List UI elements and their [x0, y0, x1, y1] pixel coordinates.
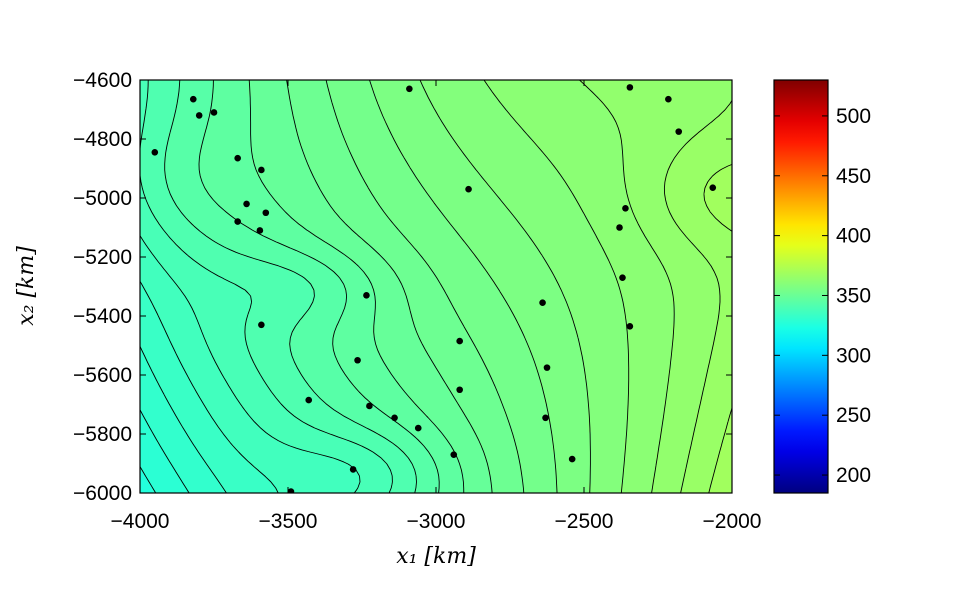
- y-tick-label: −5400: [73, 305, 132, 328]
- y-tick-label: −5600: [73, 364, 132, 387]
- data-point: [709, 184, 717, 191]
- x-tick-label: −2500: [555, 510, 614, 533]
- data-point: [543, 364, 551, 371]
- data-point: [456, 337, 463, 345]
- y-axis: −4600 −4800 −5000 −5200 −5400 −5600 −5800 −6000: [73, 69, 732, 505]
- data-point: [465, 185, 472, 193]
- colorbar-tick-label: 200: [836, 464, 871, 487]
- data-point: [626, 84, 634, 91]
- y-tick-label: −4600: [73, 69, 132, 92]
- data-point: [665, 95, 672, 103]
- data-point: [262, 209, 270, 217]
- colorbar-tick-label: 350: [836, 284, 871, 307]
- y-tick-label: −5200: [73, 246, 132, 269]
- data-point: [568, 455, 576, 463]
- y-tick-label: −6000: [73, 482, 132, 505]
- x-axis: −4000 −3500 −3000 −2500 −2000: [111, 80, 762, 533]
- colorbar-tick-label: 300: [836, 344, 871, 367]
- data-point: [450, 451, 458, 458]
- data-point: [287, 488, 295, 493]
- data-point: [366, 402, 373, 410]
- data-point: [189, 95, 197, 103]
- colorbar-tick-label: 250: [836, 404, 871, 427]
- data-point: [349, 466, 357, 473]
- colorbar: [773, 79, 829, 494]
- x-axis-label: x₁ [km]: [396, 544, 476, 569]
- data-point: [626, 323, 634, 330]
- station-points: [151, 84, 717, 493]
- y-tick-label: −4800: [73, 128, 132, 151]
- data-point: [354, 356, 361, 364]
- data-point: [258, 166, 265, 174]
- x-tick-label: −2000: [703, 510, 762, 533]
- data-point: [256, 227, 264, 234]
- data-point: [243, 200, 250, 208]
- x-tick-label: −3500: [259, 510, 318, 533]
- colorbar-tick-label: 400: [836, 225, 871, 248]
- data-point: [456, 386, 463, 394]
- contour-line: [140, 80, 732, 493]
- contour-lines: [140, 80, 732, 493]
- data-point: [619, 274, 626, 281]
- data-point: [258, 321, 265, 329]
- y-axis-label: x₂ [km]: [14, 246, 39, 326]
- data-point: [151, 148, 159, 156]
- data-point: [210, 109, 218, 116]
- data-point: [539, 299, 546, 307]
- data-point: [363, 292, 370, 299]
- data-point: [675, 128, 683, 135]
- x-tick-label: −3000: [407, 510, 466, 533]
- x-tick-label: −4000: [111, 510, 170, 533]
- data-point: [234, 218, 241, 225]
- colorbar-tick-label: 500: [836, 105, 871, 128]
- data-point: [622, 205, 629, 212]
- y-tick-label: −5800: [73, 423, 132, 446]
- data-point: [406, 85, 413, 93]
- colorbar-ticks: 200 250 300 350 400 450 500: [774, 105, 871, 487]
- data-point: [616, 224, 623, 231]
- data-point: [414, 424, 422, 432]
- data-point: [542, 414, 549, 422]
- data-point: [305, 396, 313, 404]
- data-point: [195, 112, 203, 119]
- contour-fill: [140, 80, 732, 493]
- y-tick-label: −5000: [73, 187, 132, 210]
- colorbar-tick-label: 450: [836, 165, 871, 188]
- data-point: [391, 414, 398, 422]
- data-point: [234, 154, 241, 162]
